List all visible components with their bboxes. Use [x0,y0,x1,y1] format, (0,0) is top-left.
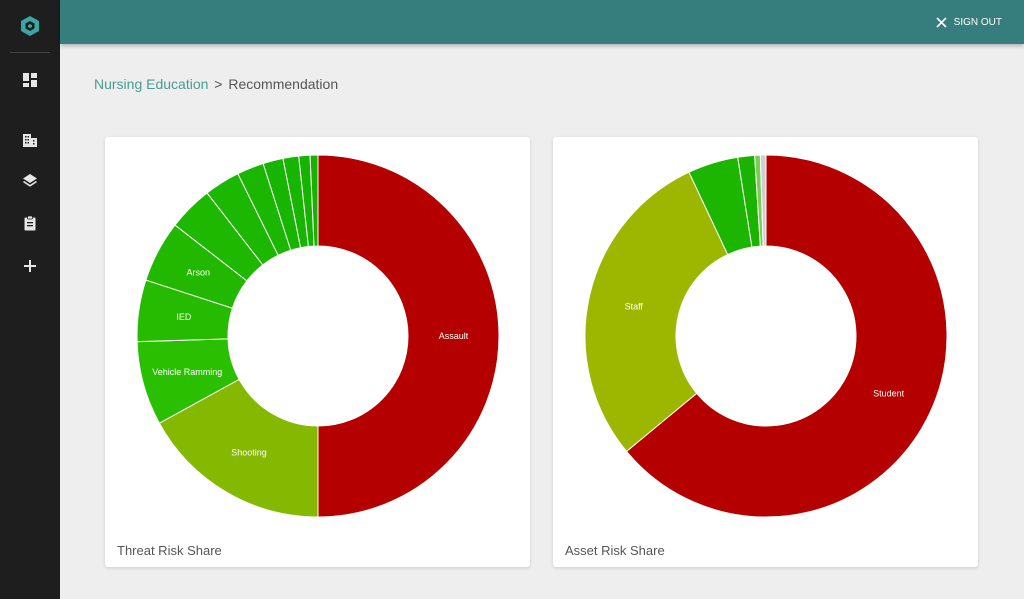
building-icon [23,134,37,147]
chart0-slice-assault[interactable] [317,154,500,518]
chart0-label-arson: Arson [186,268,210,278]
sidebar-item-add[interactable] [0,248,60,284]
dashboard-icon [23,73,37,87]
chart1-slice-5[interactable] [759,154,767,247]
sign-out-button[interactable]: SIGN OUT [936,14,1002,30]
chart1-slice-student[interactable] [625,154,948,518]
sidebar-item-assessments[interactable] [0,205,60,241]
chart0-label-ied: IED [176,312,192,322]
asset-risk-card: Student Staff Asset Risk Share [553,137,978,567]
sidebar-divider [10,52,50,53]
breadcrumb-parent-link[interactable]: Nursing Education [94,76,209,92]
sidebar-item-dashboard[interactable] [0,62,60,98]
chart0-slice-shooting[interactable] [158,378,319,518]
top-bar: SIGN OUT [60,0,1024,44]
chart1-label-staff: Staff [625,301,644,311]
plus-icon [24,260,36,272]
sidebar-item-buildings[interactable] [0,122,60,158]
sidebar-item-layers[interactable] [0,163,60,199]
threat-risk-donut-chart: Assault Shooting Vehicle Ramming IED Arson [136,154,500,518]
asset-risk-title: Asset Risk Share [565,543,665,558]
threat-risk-card: Assault Shooting Vehicle Ramming IED Arson T… [105,137,530,567]
app-logo-icon[interactable] [0,0,60,52]
threat-risk-title: Threat Risk Share [117,543,222,558]
chart1-label-student: Student [873,389,905,399]
chart0-label-assault: Assault [439,331,469,341]
close-icon [936,16,947,28]
chart1-slice-staff[interactable] [584,171,729,453]
chart0-slice-11[interactable] [309,154,319,247]
sidebar [0,0,60,599]
breadcrumb-current: Recommendation [228,76,339,92]
sign-out-label: SIGN OUT [953,16,1002,28]
chart0-label-vehicle-ramming: Vehicle Ramming [152,367,222,377]
layers-icon [23,174,37,187]
breadcrumb-separator: > [214,76,223,92]
breadcrumb: Nursing Education > Recommendation [94,76,338,92]
chart0-label-shooting: Shooting [231,448,267,458]
asset-risk-donut-chart: Student Staff [584,154,948,518]
clipboard-icon [24,215,36,231]
